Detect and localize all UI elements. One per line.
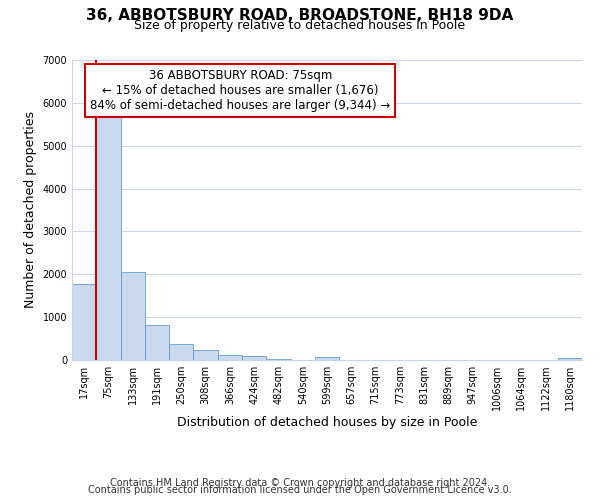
Text: 36, ABBOTSBURY ROAD, BROADSTONE, BH18 9DA: 36, ABBOTSBURY ROAD, BROADSTONE, BH18 9D… (86, 8, 514, 22)
Text: Contains HM Land Registry data © Crown copyright and database right 2024.: Contains HM Land Registry data © Crown c… (110, 478, 490, 488)
Text: Contains public sector information licensed under the Open Government Licence v3: Contains public sector information licen… (88, 485, 512, 495)
Text: Size of property relative to detached houses in Poole: Size of property relative to detached ho… (134, 19, 466, 32)
Bar (145, 325, 169, 360)
Bar (218, 356, 242, 360)
Bar (193, 350, 218, 360)
Bar (315, 357, 339, 360)
X-axis label: Distribution of detached houses by size in Poole: Distribution of detached houses by size … (177, 416, 477, 429)
Bar (242, 356, 266, 360)
Bar (121, 272, 145, 360)
Bar (96, 112, 121, 360)
Bar (558, 358, 582, 360)
Y-axis label: Number of detached properties: Number of detached properties (24, 112, 37, 308)
Text: 36 ABBOTSBURY ROAD: 75sqm
← 15% of detached houses are smaller (1,676)
84% of se: 36 ABBOTSBURY ROAD: 75sqm ← 15% of detac… (90, 69, 391, 112)
Bar (72, 284, 96, 360)
Bar (169, 344, 193, 360)
